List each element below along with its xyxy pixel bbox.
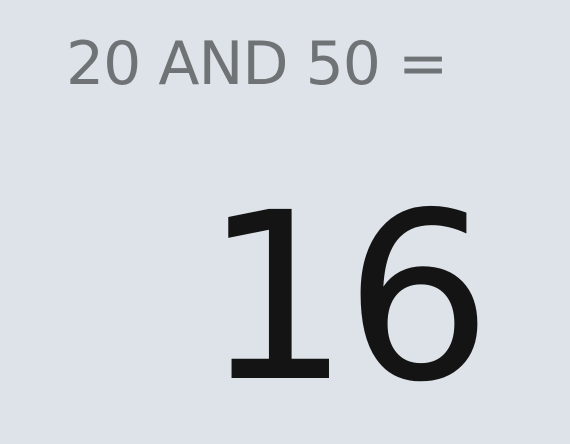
result-value: 16	[202, 163, 492, 433]
expression-text: 20 AND 50 =	[66, 29, 448, 99]
